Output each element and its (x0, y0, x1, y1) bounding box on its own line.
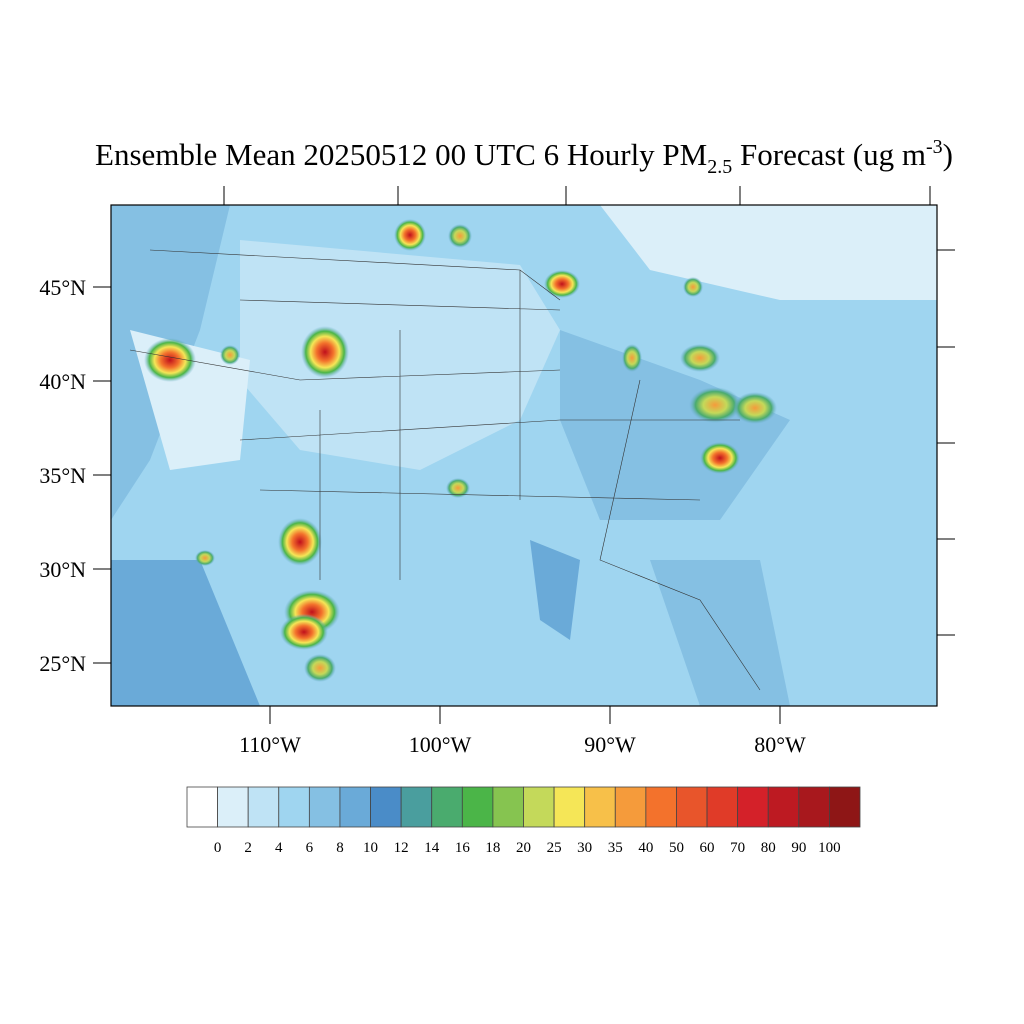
colorbar-label: 12 (394, 840, 409, 856)
lat-label: 25°N (39, 651, 86, 676)
title-text: Ensemble Mean 20250512 00 UTC 6 Hourly P… (95, 137, 707, 172)
colorbar-box (461, 786, 494, 828)
lon-label: 80°W (754, 732, 806, 757)
colorbar-label: 25 (547, 840, 562, 856)
colorbar-label: 90 (791, 840, 806, 856)
colorbar-box (217, 786, 249, 828)
title-text: Forecast (ug m (732, 137, 926, 172)
colorbar-label: 60 (700, 840, 715, 856)
colorbar-box (614, 786, 647, 828)
colorbar-box (829, 786, 861, 828)
colorbar-label: 2 (244, 840, 252, 856)
lat-label: 30°N (39, 557, 86, 582)
colorbar-label: 16 (455, 840, 471, 856)
colorbar-box (339, 786, 371, 828)
lat-label: 35°N (39, 463, 86, 488)
colorbar-label: 14 (424, 840, 440, 856)
lon-label: 100°W (409, 732, 472, 757)
colorbar-box (737, 786, 769, 828)
colorbar-box (308, 786, 341, 828)
title: Ensemble Mean 20250512 00 UTC 6 Hourly P… (95, 136, 953, 178)
colorbar-box (798, 786, 830, 828)
colorbar-label: 70 (730, 840, 745, 856)
colorbar-box (431, 786, 463, 828)
map-frame (110, 204, 938, 707)
title-superscript: -3 (926, 136, 943, 158)
colorbar-label: 6 (306, 840, 314, 856)
colorbar-box (278, 786, 310, 828)
lon-label: 90°W (584, 732, 636, 757)
title-text: ) (943, 137, 953, 172)
colorbar-label: 8 (336, 840, 344, 856)
colorbar-label: 80 (761, 840, 776, 856)
lat-label: 45°N (39, 275, 86, 300)
ticks (223, 186, 955, 636)
colorbar-label: 100 (818, 840, 841, 856)
colorbar-box (523, 786, 555, 828)
colorbar-label: 18 (485, 840, 500, 856)
colorbar-box (676, 786, 708, 828)
colorbar-box (767, 786, 800, 828)
colorbar-box (400, 786, 433, 828)
colorbar-box (706, 786, 739, 828)
colorbar-box (247, 786, 280, 828)
colorbar-label: 10 (363, 840, 378, 856)
colorbar-box (492, 786, 524, 828)
colorbar-label: 35 (608, 840, 623, 856)
colorbar-label: 20 (516, 840, 531, 856)
map (111, 205, 937, 706)
colorbar-label: 50 (669, 840, 684, 856)
colorbar-label: 40 (638, 840, 653, 856)
lon-label: 110°W (239, 732, 301, 757)
colorbar-box (645, 786, 677, 828)
colorbar-box (186, 786, 218, 828)
colorbar-label: 4 (275, 840, 283, 856)
colorbar-box (553, 786, 586, 828)
title-subscript: 2.5 (707, 156, 732, 178)
colorbar-label: 0 (214, 840, 222, 856)
lat-label: 40°N (39, 369, 86, 394)
colorbar-label: 30 (577, 840, 592, 856)
colorbar-box (370, 786, 402, 828)
colorbar-box (584, 786, 616, 828)
